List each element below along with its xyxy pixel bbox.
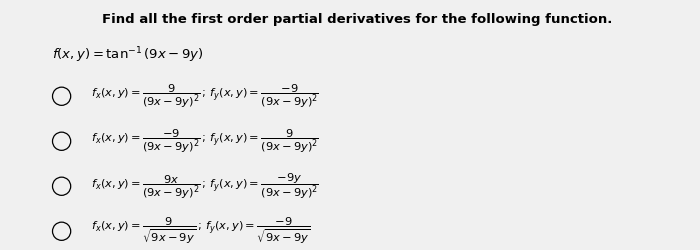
Text: $f_x(x, y) = \dfrac{-9}{(9x-9y)^2}\,;\, f_y(x, y) = \dfrac{9}{(9x-9y)^2}$: $f_x(x, y) = \dfrac{-9}{(9x-9y)^2}\,;\, …	[91, 128, 319, 155]
Text: $f_x(x, y) = \dfrac{9x}{(9x-9y)^2}\,;\, f_y(x, y) = \dfrac{-9y}{(9x-9y)^2}$: $f_x(x, y) = \dfrac{9x}{(9x-9y)^2}\,;\, …	[91, 172, 319, 201]
Text: $f_x(x, y) = \dfrac{9}{(9x-9y)^2}\,;\, f_y(x, y) = \dfrac{-9}{(9x-9y)^2}$: $f_x(x, y) = \dfrac{9}{(9x-9y)^2}\,;\, f…	[91, 82, 319, 110]
Text: $f(x, y) = \tan^{-1}(9x - 9y)$: $f(x, y) = \tan^{-1}(9x - 9y)$	[52, 45, 204, 65]
Text: $f_x(x, y) = \dfrac{9}{\sqrt{9x-9y}}\,;\, f_y(x, y) = \dfrac{-9}{\sqrt{9x-9y}}$: $f_x(x, y) = \dfrac{9}{\sqrt{9x-9y}}\,;\…	[91, 216, 311, 246]
Text: Find all the first order partial derivatives for the following function.: Find all the first order partial derivat…	[102, 12, 612, 26]
